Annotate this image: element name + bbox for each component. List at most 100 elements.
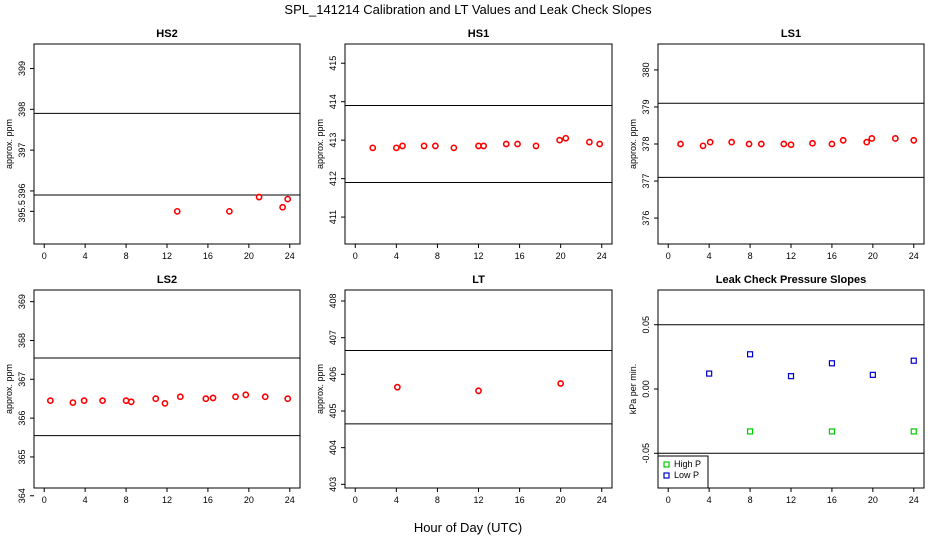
y-tick-label: 369 [17,294,27,309]
y-tick-label: 404 [328,440,338,455]
y-tick-label: 403 [328,477,338,492]
data-point [369,144,377,152]
data-point [399,142,406,150]
data-point [706,138,714,146]
data-point [46,397,54,405]
data-point [99,397,106,405]
data-point [480,142,488,150]
x-tick-label: 24 [285,251,295,261]
x-tick-label: 12 [786,251,796,261]
data-point [242,391,250,399]
x-tick-label: 12 [473,495,483,505]
legend-box [657,455,709,489]
y-tick-label: 399 [17,61,27,76]
x-tick-label: 16 [203,251,213,261]
chart-panel-4: LS2 approx. ppm 0 4 8 12 16 20 24 364 365 366 367 368… [4,274,301,505]
x-tick-label: 12 [786,495,796,505]
data-point [863,138,871,146]
x-tick-label: 24 [597,251,607,261]
chart-panel-5: LT approx. ppm 0 4 8 12 16 20 24 403 404 405 406 407 4… [315,274,613,505]
y-axis-label: approx. ppm [315,119,325,169]
y-tick-label: 0.05 [641,316,651,334]
chart-panel-6: Leak Check Pressure Slopes kPa per min. 0 4… [628,274,925,505]
x-tick-label: 20 [244,251,254,261]
y-tick-label: 395.5 [17,200,27,223]
data-point [557,380,565,387]
x-tick-label: 0 [353,251,358,261]
x-tick-label: 12 [162,251,172,261]
data-point [392,144,400,152]
chart-panel-2: HS1 approx. ppm 0 4 8 12 16 20 24 411 412 413 414 415 [315,28,613,261]
y-axis-label: approx. ppm [4,364,14,414]
data-point [69,399,77,406]
data-point [828,428,836,435]
data-point [532,142,540,150]
data-point [699,142,707,150]
data-point [746,351,754,358]
x-tick-label: 4 [83,251,88,261]
x-tick-label: 4 [394,495,399,505]
y-axis-label: approx. ppm [315,364,325,414]
data-point [176,393,184,401]
y-tick-label: 364 [17,488,27,503]
x-tick-label: 16 [515,495,525,505]
data-point [891,135,899,142]
x-tick-label: 8 [748,495,753,505]
x-tick-label: 20 [868,251,878,261]
data-point [514,140,521,148]
y-tick-label: 398 [17,102,27,117]
data-point [586,138,593,146]
y-tick-label: 414 [328,94,338,109]
data-point [161,399,169,407]
data-point [173,207,181,215]
data-point [556,136,564,144]
data-point [596,140,604,148]
plot-frame [33,289,301,489]
data-point [226,207,233,215]
x-tick-label: 12 [473,251,483,261]
x-tick-label: 0 [42,251,47,261]
data-point [910,136,918,144]
figure-xlabel: Hour of Day (UTC) [414,520,522,535]
y-axis-label: kPa per min. [628,364,638,415]
y-tick-label: 415 [328,56,338,71]
x-tick-label: 4 [707,251,712,261]
x-tick-label: 24 [285,495,295,505]
x-tick-label: 16 [827,495,837,505]
x-tick-label: 4 [707,495,712,505]
data-point [780,140,788,148]
x-tick-label: 0 [666,251,671,261]
y-tick-label: 365 [17,449,27,464]
x-tick-label: 24 [909,251,919,261]
x-tick-label: 16 [827,251,837,261]
y-tick-label: 408 [328,293,338,308]
legend-label: Low P [674,470,699,480]
data-point [202,395,210,403]
y-axis-label: approx. ppm [4,119,14,169]
plot-frame [33,43,301,245]
data-point [284,395,292,403]
data-point [255,193,263,201]
x-tick-label: 8 [124,495,129,505]
x-tick-label: 12 [162,495,172,505]
data-point [232,393,239,401]
x-tick-label: 20 [556,495,566,505]
data-point [562,134,570,142]
panel-title: HS1 [468,28,489,40]
data-point [127,398,135,406]
data-point [728,138,736,146]
data-point [839,136,847,144]
legend-swatch [663,461,670,468]
data-point [787,373,795,380]
y-tick-label: 413 [328,133,338,148]
data-point [431,142,439,150]
data-point [787,141,795,149]
x-tick-label: 8 [435,251,440,261]
y-tick-label: 396 [17,183,27,198]
x-tick-label: 16 [203,495,213,505]
y-tick-label: -0.05 [641,443,651,464]
y-tick-label: 406 [328,367,338,382]
data-point [910,357,917,364]
data-point [209,394,217,402]
